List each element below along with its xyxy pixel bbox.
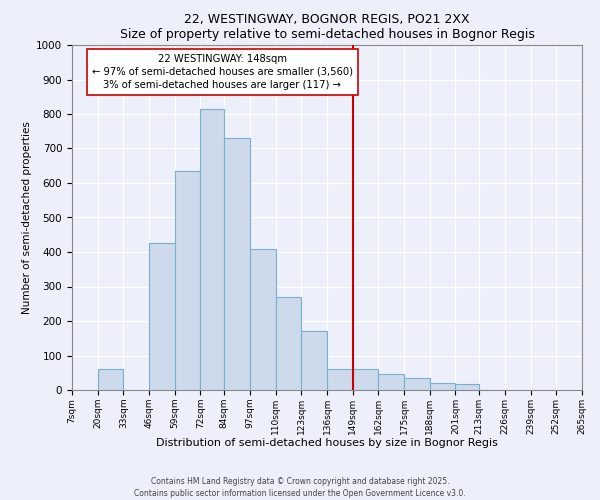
Bar bbox=[175, 171, 200, 390]
Text: Contains HM Land Registry data © Crown copyright and database right 2025.
Contai: Contains HM Land Registry data © Crown c… bbox=[134, 476, 466, 498]
Bar bbox=[149, 244, 175, 390]
Bar bbox=[327, 370, 353, 390]
Text: 22 WESTINGWAY: 148sqm
← 97% of semi-detached houses are smaller (3,560)
3% of se: 22 WESTINGWAY: 148sqm ← 97% of semi-deta… bbox=[92, 54, 353, 90]
X-axis label: Distribution of semi-detached houses by size in Bognor Regis: Distribution of semi-detached houses by … bbox=[156, 438, 498, 448]
Bar bbox=[404, 378, 430, 390]
Bar bbox=[430, 383, 455, 390]
Bar bbox=[250, 248, 275, 390]
Bar bbox=[301, 332, 327, 390]
Bar bbox=[455, 384, 479, 390]
Y-axis label: Number of semi-detached properties: Number of semi-detached properties bbox=[22, 121, 32, 314]
Bar bbox=[98, 370, 124, 390]
Bar bbox=[224, 138, 250, 390]
Bar bbox=[353, 370, 379, 390]
Title: 22, WESTINGWAY, BOGNOR REGIS, PO21 2XX
Size of property relative to semi-detache: 22, WESTINGWAY, BOGNOR REGIS, PO21 2XX S… bbox=[119, 13, 535, 41]
Bar bbox=[379, 374, 404, 390]
Bar bbox=[275, 297, 301, 390]
Bar bbox=[200, 109, 224, 390]
